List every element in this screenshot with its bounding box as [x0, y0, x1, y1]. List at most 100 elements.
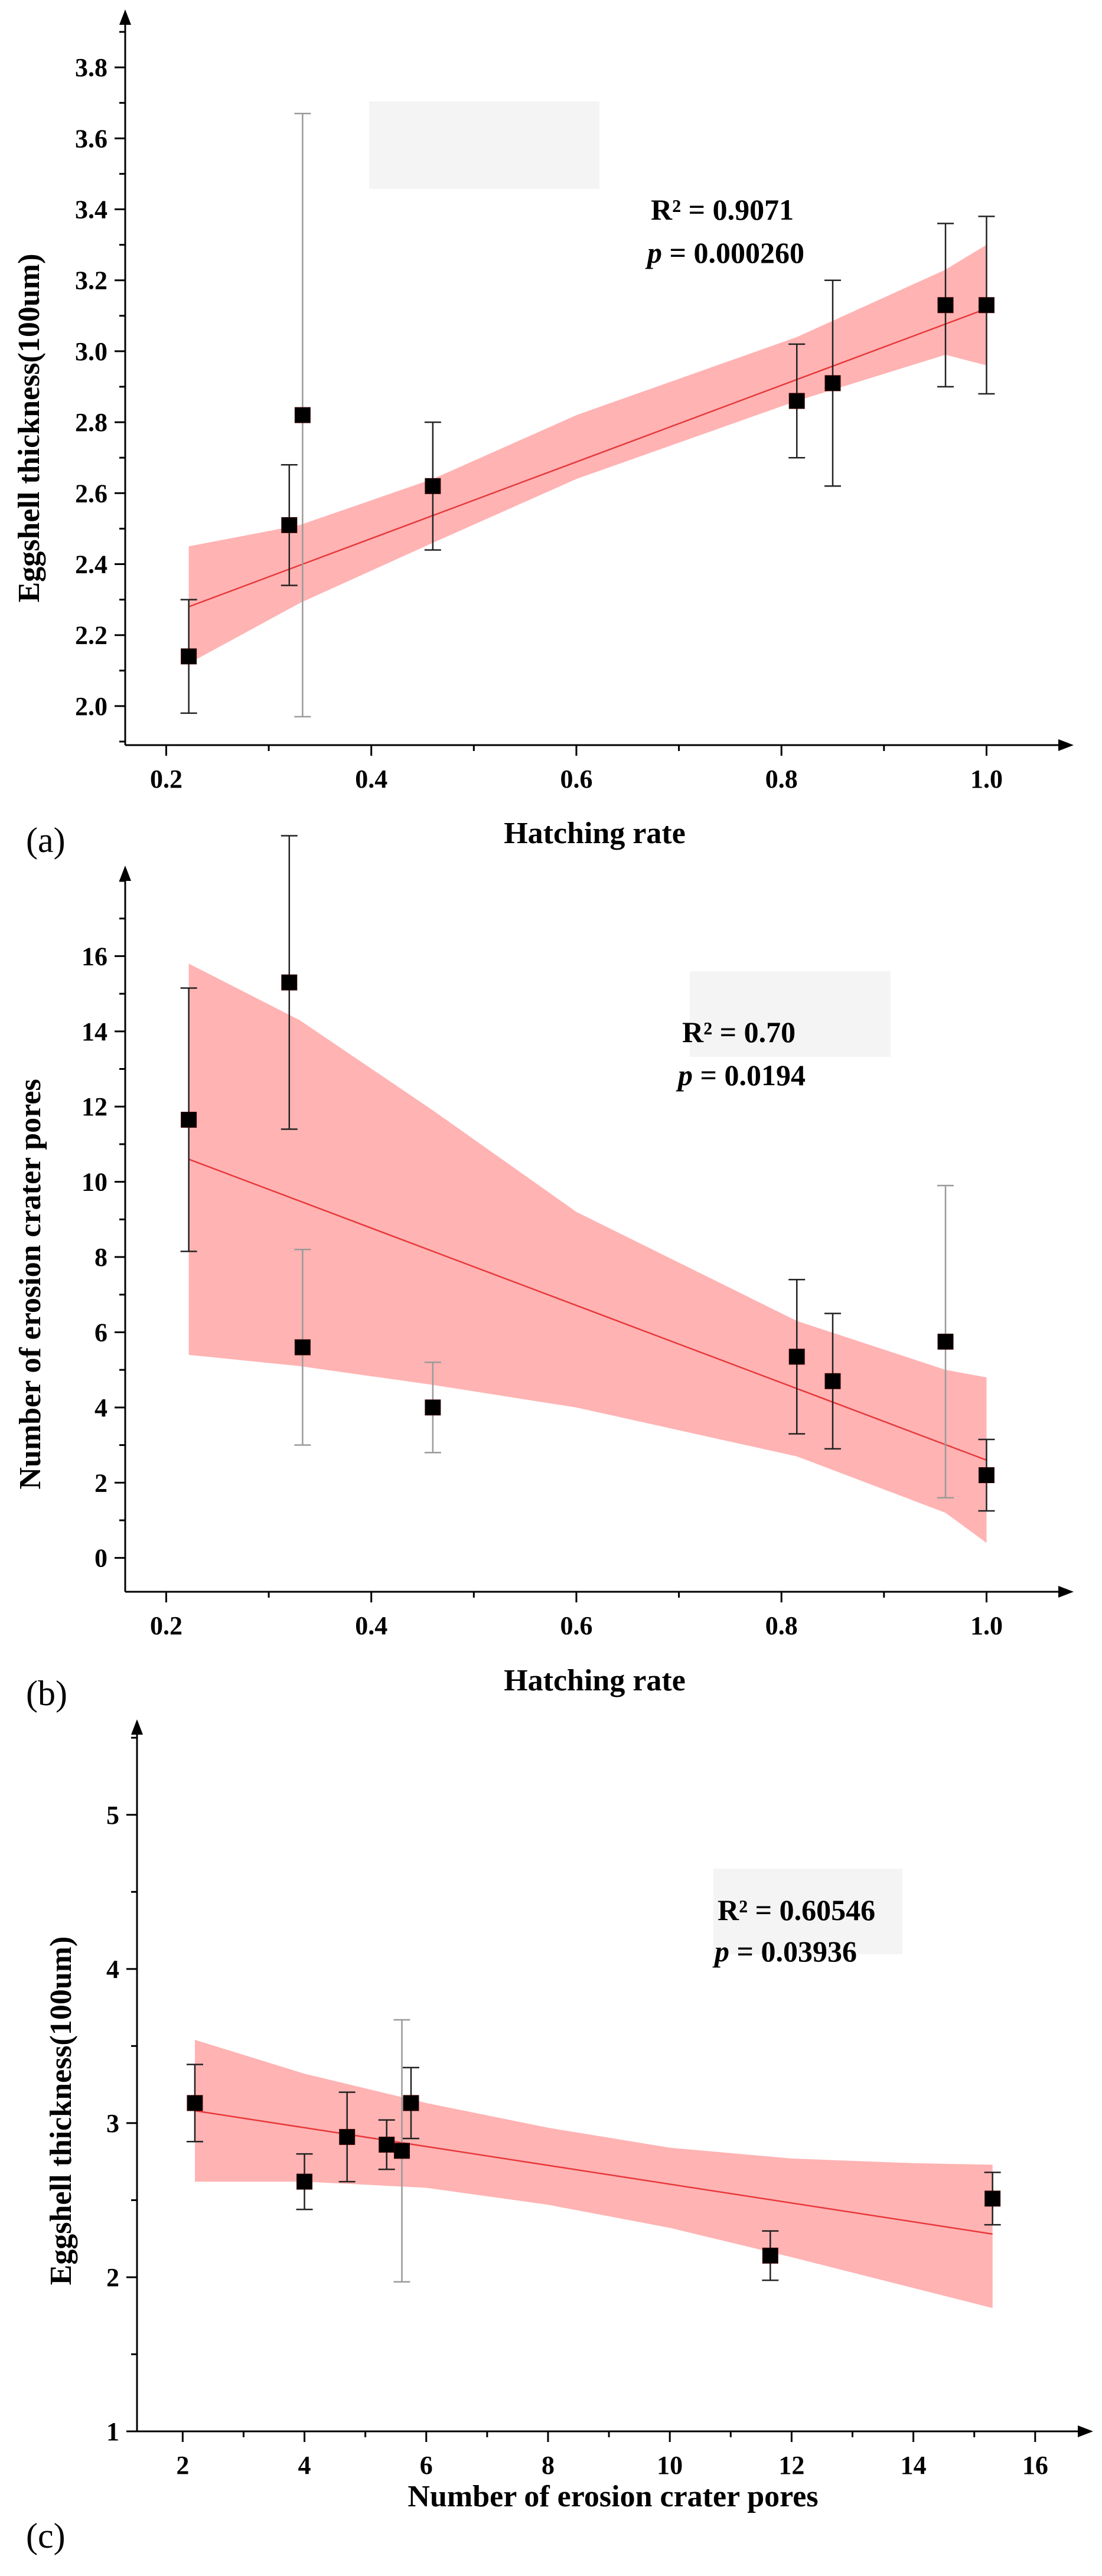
panel-b-x-tick-label: 0.2 [150, 1611, 182, 1640]
panel-c-label-background [713, 1869, 902, 1954]
panel-a-x-tick-label: 0.2 [150, 765, 182, 794]
panel-c-x-tick-label: 10 [657, 2451, 683, 2480]
panel-b-data-point [937, 1333, 954, 1350]
panel-a-y-tick-label: 2.8 [75, 408, 107, 437]
panel-b-data-point [425, 1399, 441, 1416]
panel-b-p-value: p = 0.0194 [676, 1059, 806, 1092]
panel-c-data-point [984, 2190, 1001, 2207]
panel-c-data-point [762, 2247, 778, 2264]
panel-c-x-tick-label: 16 [1022, 2451, 1048, 2480]
panel-c-axes [131, 1719, 1093, 2437]
panel-b-fit-line [188, 1158, 987, 1461]
panel-b-x-axis-arrow [1058, 1586, 1074, 1598]
panel-a-confidence-band [188, 244, 987, 664]
panel-b-y-axis-arrow [119, 866, 131, 881]
panel-c-x-tick-label: 2 [176, 2451, 189, 2480]
panel-a-y-tick-label: 3.4 [75, 195, 107, 224]
panel-c-y-tick-label: 2 [106, 2263, 119, 2292]
panel-c-fit-line-group [194, 2110, 993, 2235]
panel-c-x-tick-label: 14 [901, 2451, 927, 2480]
panel-b-data-point [824, 1373, 841, 1389]
panel-c-data-point [403, 2095, 419, 2111]
panel-b-x-tick-label: 0.4 [355, 1611, 387, 1640]
panel-b-data-point [294, 1339, 311, 1356]
panel-a-data-point [294, 407, 311, 423]
panel-a-letter: (a) [26, 821, 66, 860]
panel-a-hatching-vs-thickness: 0.2 0.4 0.6 0.8 1.0 2.0 2.2 2.4 2.6 2.8 3.0 3.2 3.4 3… [12, 9, 1074, 860]
panel-a-x-axis-arrow [1058, 739, 1074, 751]
panel-a-ticks: 0.2 0.4 0.6 0.8 1.0 2.0 2.2 2.4 2.6 2.8 3.0 3.2 3.4 3… [75, 31, 1003, 794]
panel-b-y-tick-label: 14 [81, 1017, 107, 1046]
panel-b-p-symbol: p [676, 1059, 693, 1092]
panel-c-x-tick-label: 6 [420, 2451, 433, 2480]
panel-c-y-axis-title: Eggshell thickness(100um) [44, 1937, 78, 2286]
panel-c-fit-line [194, 2110, 993, 2235]
panel-a-data-point [788, 393, 805, 409]
panel-a-data-point [281, 517, 298, 533]
panel-a-y-tick-label: 3.2 [75, 266, 107, 295]
panel-a-axes [119, 9, 1074, 751]
panel-c-data-point [394, 2143, 410, 2159]
panel-a-data-point [824, 375, 841, 391]
panel-b-data-point [978, 1467, 995, 1484]
panel-a-p-symbol: p [645, 236, 662, 269]
panel-b-data-points [180, 835, 995, 1512]
panel-a-label-background [369, 102, 599, 189]
panel-c-data-point [379, 2136, 395, 2153]
panel-b-y-tick-label: 10 [81, 1168, 107, 1197]
panel-c-y-axis-arrow [131, 1719, 143, 1735]
panel-b-data-point [181, 1112, 197, 1128]
panel-c-r-squared: R² = 0.60546 [718, 1893, 875, 1927]
panel-a-r-squared: R² = 0.9071 [651, 193, 794, 226]
panel-c-x-tick-label: 4 [298, 2451, 311, 2480]
panel-a-data-point [425, 478, 441, 494]
panel-c-data-points [186, 2019, 1001, 2283]
panel-a-x-tick-label: 1.0 [970, 765, 1003, 794]
panel-a-y-tick-label: 2.4 [75, 550, 107, 579]
panel-b-r-squared: R² = 0.70 [682, 1016, 795, 1049]
panel-a-y-tick-label: 2.0 [75, 692, 107, 721]
panel-c-data-point [296, 2173, 313, 2190]
panel-a-x-tick-label: 0.4 [355, 765, 387, 794]
panel-b-letter: (b) [26, 1674, 67, 1713]
panel-c-y-tick-label: 5 [106, 1801, 119, 1830]
panel-b-confidence-band [188, 964, 987, 1543]
panel-b-y-tick-label: 16 [81, 942, 107, 971]
panel-b-axes [119, 866, 1074, 1598]
panel-b-hatching-vs-pores: 0.2 0.4 0.6 0.8 1.0 0 2 4 6 8 10 12 14 16 Hatching ra… [14, 835, 1074, 1713]
panel-a-y-tick-label: 2.6 [75, 479, 107, 508]
panel-b-fit-line-group [188, 1158, 987, 1461]
panel-c-x-tick-label: 8 [542, 2451, 555, 2480]
panel-a-x-axis-title: Hatching rate [504, 817, 686, 850]
panel-a-y-axis-arrow [119, 9, 131, 25]
panel-a-fit-line-group [188, 308, 987, 608]
panel-c-confidence-band [195, 2039, 993, 2309]
panel-a-data-point [978, 297, 995, 314]
panel-b-y-tick-label: 12 [81, 1092, 107, 1121]
panel-a-confidence-band-group [188, 244, 987, 664]
panel-c-y-tick-label: 1 [106, 2417, 119, 2446]
panel-c-x-tick-label: 12 [778, 2451, 804, 2480]
panel-b-y-tick-label: 2 [94, 1468, 107, 1497]
panel-a-x-tick-label: 0.8 [765, 765, 798, 794]
panel-c-p-number: = 0.03936 [729, 1935, 857, 1968]
panel-b-y-tick-label: 8 [94, 1243, 107, 1272]
panel-b-ticks: 0.2 0.4 0.6 0.8 1.0 0 2 4 6 8 10 12 14 16 [81, 880, 1003, 1640]
panel-b-y-tick-label: 4 [94, 1393, 107, 1422]
panel-a-p-value: p = 0.000260 [645, 236, 804, 269]
panel-a-y-tick-label: 2.2 [75, 621, 107, 650]
panel-b-p-number: = 0.0194 [693, 1059, 806, 1092]
panel-c-data-point [339, 2128, 356, 2145]
panel-a-x-tick-label: 0.6 [560, 765, 592, 794]
panel-c-y-tick-label: 3 [106, 2109, 119, 2138]
panel-c-p-symbol: p [712, 1935, 729, 1968]
panel-b-x-tick-label: 1.0 [970, 1611, 1003, 1640]
panel-b-confidence-band-group [188, 964, 987, 1543]
panel-b-x-axis-title: Hatching rate [504, 1664, 686, 1697]
panel-a-data-point [181, 648, 197, 665]
panel-a-data-point [937, 297, 954, 314]
panel-c-letter: (c) [26, 2516, 66, 2555]
panel-b-data-point [788, 1349, 805, 1365]
